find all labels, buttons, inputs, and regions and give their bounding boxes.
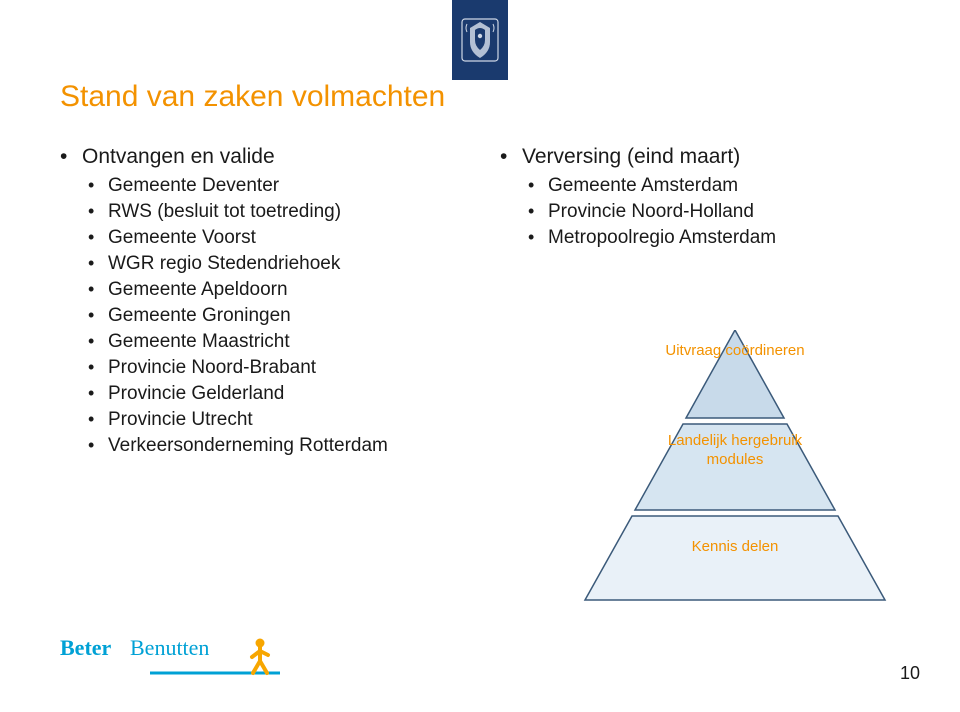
column-left: Ontvangen en valide Gemeente Deventer RWS… xyxy=(60,145,490,463)
brand-word-beter: Beter xyxy=(60,635,112,660)
footer-brand: Beter Benutten xyxy=(60,633,290,688)
list-item: Gemeente Voorst xyxy=(82,227,490,249)
list-item: Verkeersonderneming Rotterdam xyxy=(82,435,490,457)
list-item: Gemeente Groningen xyxy=(82,305,490,327)
brand-word-benutten: Benutten xyxy=(130,635,209,660)
govt-emblem xyxy=(452,0,508,80)
pyramid-label-mid: Landelijk hergebruik modules xyxy=(650,432,820,470)
list-item: Provincie Utrecht xyxy=(82,409,490,431)
pyramid-tier-bottom xyxy=(585,516,885,600)
left-heading-text: Ontvangen en valide xyxy=(82,145,275,168)
right-heading: Verversing (eind maart) Gemeente Amsterd… xyxy=(500,145,920,249)
list-item: RWS (besluit tot toetreding) xyxy=(82,201,490,223)
page-number: 10 xyxy=(900,663,920,684)
list-item: Gemeente Deventer xyxy=(82,175,490,197)
list-item: Gemeente Maastricht xyxy=(82,331,490,353)
slide-title: Stand van zaken volmachten xyxy=(60,80,445,114)
list-item: WGR regio Stedendriehoek xyxy=(82,253,490,275)
pyramid-label-top: Uitvraag coördineren xyxy=(650,342,820,361)
right-heading-text: Verversing (eind maart) xyxy=(522,145,740,168)
pyramid-diagram: Uitvraag coördineren Landelijk hergebrui… xyxy=(555,330,915,610)
list-item: Provincie Gelderland xyxy=(82,383,490,405)
list-item: Provincie Noord-Holland xyxy=(522,201,920,223)
list-item: Gemeente Amsterdam xyxy=(522,175,920,197)
pyramid-label-bot: Kennis delen xyxy=(650,538,820,557)
left-heading: Ontvangen en valide Gemeente Deventer RWS… xyxy=(60,145,490,457)
list-item: Provincie Noord-Brabant xyxy=(82,357,490,379)
list-item: Metropoolregio Amsterdam xyxy=(522,227,920,249)
list-item: Gemeente Apeldoorn xyxy=(82,279,490,301)
